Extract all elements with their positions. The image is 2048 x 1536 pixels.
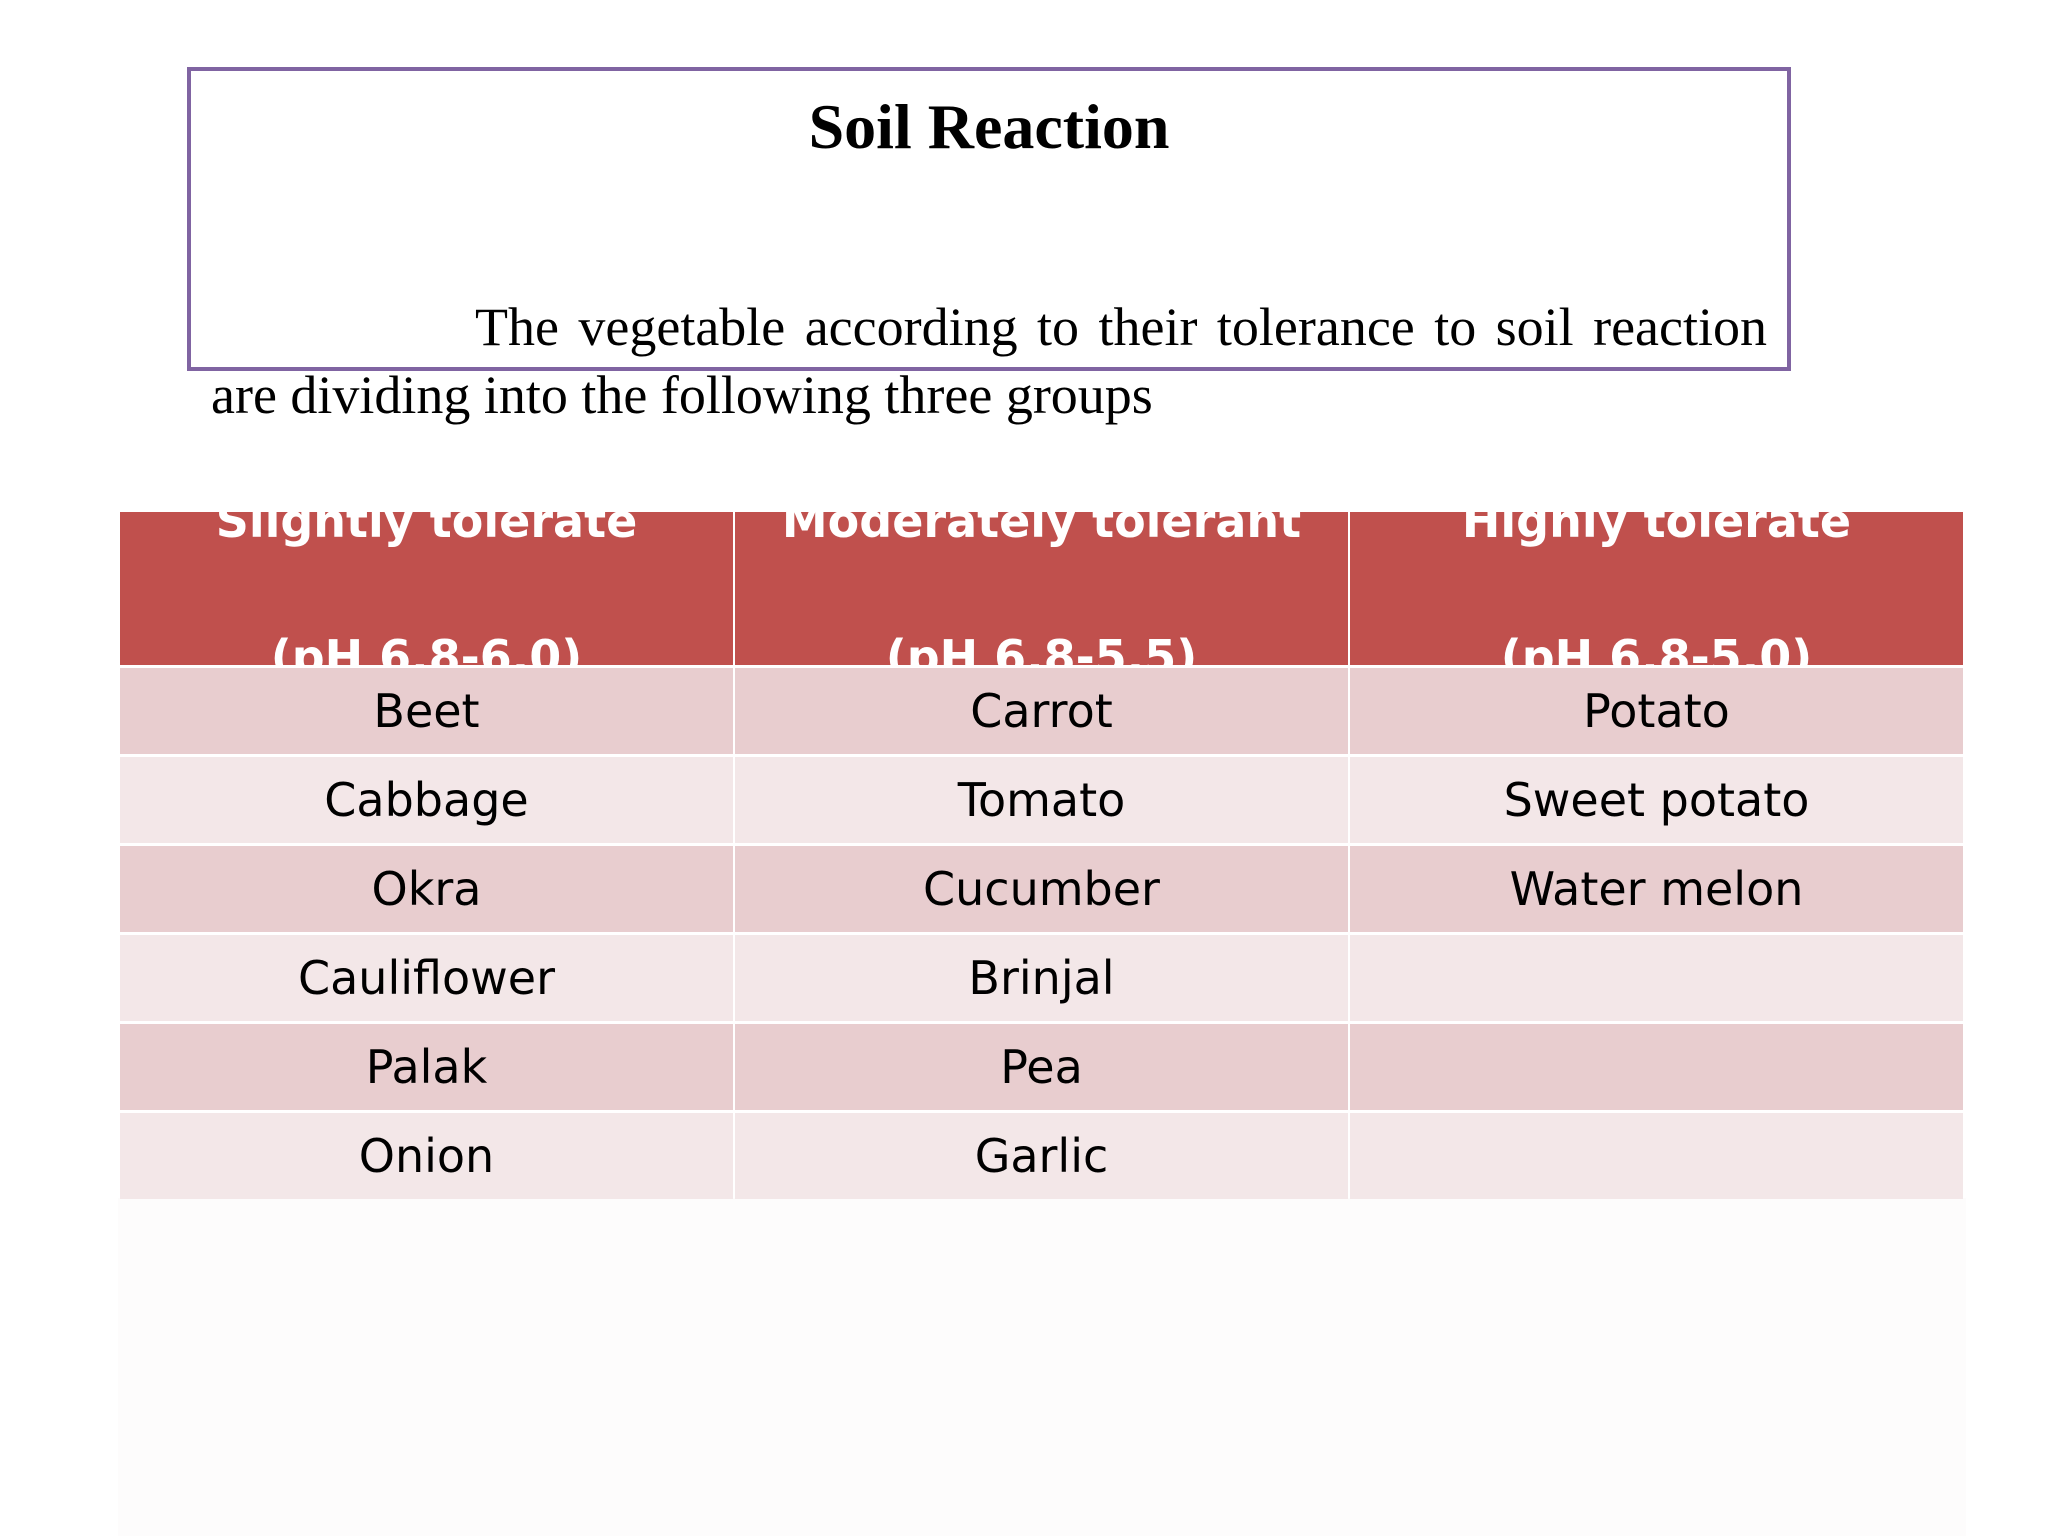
table-cell: Cauliflower (120, 935, 733, 1021)
table-cell: Palak (120, 1024, 733, 1110)
table-cell: Water melon (1350, 846, 1963, 932)
table-cell-empty (1350, 1024, 1963, 1110)
table-header-cell: Slightly tolerate (pH 6.8-6.0) (120, 494, 733, 684)
table-cell: Garlic (735, 1113, 1348, 1199)
header-label: Moderately tolerant (781, 493, 1302, 548)
table-cell: Tomato (735, 757, 1348, 843)
table-cell: Sweet potato (1350, 757, 1963, 843)
table-cell: Onion (120, 1113, 733, 1199)
table-header-cell: Highly tolerate (pH 6.8-5.0) (1350, 494, 1963, 684)
title-box: Soil Reaction The vegetable according to… (187, 67, 1791, 425)
table-cell-empty (1350, 1113, 1963, 1199)
description-content: The vegetable according to their toleran… (211, 297, 1767, 425)
table-cell: Carrot (735, 668, 1348, 754)
header-label: Highly tolerate (1461, 493, 1852, 548)
description-text: The vegetable according to their toleran… (211, 293, 1767, 429)
table-cell: Potato (1350, 668, 1963, 754)
header-label: Slightly tolerate (215, 493, 638, 548)
table-cell: Cabbage (120, 757, 733, 843)
slide-background-shade (118, 1198, 1966, 1536)
table-cell: Cucumber (735, 846, 1348, 932)
table-cell: Beet (120, 668, 733, 754)
table-cell: Brinjal (735, 935, 1348, 1021)
table-cell: Pea (735, 1024, 1348, 1110)
tolerance-table: Slightly tolerate (pH 6.8-6.0) Moderatel… (120, 494, 1963, 1199)
table-header-cell: Moderately tolerant (pH 6.8-5.5) (735, 494, 1348, 684)
slide-title: Soil Reaction (808, 91, 1170, 162)
table-cell: Okra (120, 846, 733, 932)
table-cell-empty (1350, 935, 1963, 1021)
